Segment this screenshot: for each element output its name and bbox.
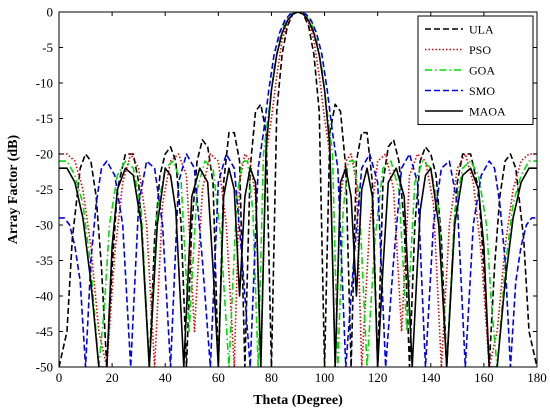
y-tick-label: -35 — [36, 253, 53, 268]
y-tick-label: -45 — [36, 324, 53, 339]
y-tick-label: -30 — [36, 218, 53, 233]
y-tick-label: 0 — [47, 5, 54, 20]
y-tick-label: -20 — [36, 147, 53, 162]
x-tick-label: 120 — [368, 370, 388, 385]
y-tick-label: -50 — [36, 360, 53, 375]
legend-label: SMO — [469, 84, 495, 98]
y-axis-title: Array Factor (dB) — [6, 134, 21, 244]
series-line-maoa — [59, 12, 537, 367]
x-tick-label: 140 — [421, 370, 441, 385]
legend-label: MAOA — [469, 105, 506, 119]
x-axis-title: Theta (Degree) — [253, 393, 343, 408]
x-tick-label: 60 — [212, 370, 225, 385]
legend-label: ULA — [469, 23, 494, 37]
y-axis: 0 -5 -10 -15 -20 -25 -30 -35 -40 -45 -50 — [36, 5, 537, 375]
x-tick-label: 80 — [265, 370, 278, 385]
legend-label: GOA — [469, 64, 495, 78]
x-axis: 0 20 40 60 80 100 120 140 160 180 — [56, 12, 547, 385]
x-tick-label: 100 — [315, 370, 335, 385]
x-tick-label: 20 — [106, 370, 119, 385]
x-tick-label: 40 — [159, 370, 172, 385]
legend-box — [417, 15, 534, 125]
y-tick-label: -15 — [36, 111, 53, 126]
x-tick-label: 180 — [527, 370, 547, 385]
legend-label: PSO — [469, 43, 491, 57]
series-layer — [59, 12, 537, 367]
x-tick-label: 160 — [474, 370, 494, 385]
y-tick-label: -10 — [36, 76, 53, 91]
legend: ULA PSO GOA SMO MAOA — [417, 15, 534, 125]
y-tick-label: -25 — [36, 182, 53, 197]
x-tick-label: 0 — [56, 370, 63, 385]
y-tick-label: -40 — [36, 289, 53, 304]
y-tick-label: -5 — [42, 40, 53, 55]
